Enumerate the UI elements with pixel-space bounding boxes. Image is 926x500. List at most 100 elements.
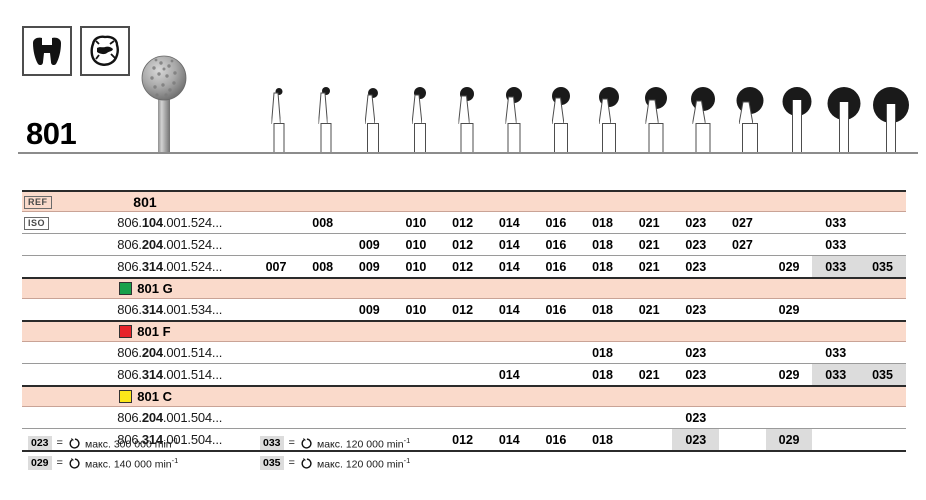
bur-illustration xyxy=(306,52,346,152)
bur-neck xyxy=(792,100,803,152)
size-cell xyxy=(532,363,580,387)
size-cell: 033 xyxy=(812,255,860,279)
reference-code: 806.104.001.524... xyxy=(117,211,253,234)
size-cell: 010 xyxy=(392,298,440,322)
size-cell xyxy=(812,298,860,322)
size-cell: 010 xyxy=(392,233,440,256)
bur-neck xyxy=(412,92,425,124)
size-cell: 033 xyxy=(812,211,860,234)
footnote-equals: = xyxy=(288,437,295,449)
size-cell: 012 xyxy=(439,298,486,322)
rotation-speed-icon xyxy=(300,457,313,470)
size-cell xyxy=(346,406,393,429)
bur-illustration xyxy=(353,52,393,152)
size-cell: 012 xyxy=(439,255,486,279)
group-badge-cell: REF xyxy=(22,190,118,212)
size-cell xyxy=(485,341,533,364)
bur-illustration xyxy=(636,52,676,152)
bur-illustration xyxy=(824,52,864,152)
size-cell xyxy=(392,341,440,364)
bur-illustration xyxy=(541,52,581,152)
size-cell xyxy=(625,341,673,364)
size-cell: 007 xyxy=(252,255,300,279)
size-cell xyxy=(859,428,906,452)
bur-neck xyxy=(739,99,757,124)
group-header-row: 801 G xyxy=(22,277,906,299)
size-cell xyxy=(532,406,580,429)
bur-shank xyxy=(648,123,664,152)
grit-color-swatch xyxy=(119,325,133,338)
size-cell xyxy=(252,211,300,234)
iso-badge: ISO xyxy=(24,217,50,230)
size-cell xyxy=(765,341,813,364)
size-cell xyxy=(579,406,626,429)
size-cell: 010 xyxy=(392,211,440,234)
size-cell: 018 xyxy=(579,363,626,387)
bur-shank xyxy=(320,123,332,152)
iso-badge-cell xyxy=(22,298,118,322)
size-cell: 016 xyxy=(532,211,580,234)
size-cell: 018 xyxy=(579,211,626,234)
size-cell xyxy=(765,211,813,234)
bur-shank xyxy=(414,123,426,152)
size-cell: 035 xyxy=(859,255,906,279)
size-cell xyxy=(625,428,673,452)
table-row: 806.204.001.514... 018 023 033 xyxy=(22,341,906,364)
size-cell: 012 xyxy=(439,428,486,452)
bur-illustration xyxy=(447,52,487,152)
size-cell xyxy=(439,406,486,429)
table-row: ISO 806.104.001.524... 008 010 012 014 016 018 0… xyxy=(22,211,906,234)
size-cell xyxy=(299,298,346,322)
footnote-item: 033 = макс. 120 000 min-1 xyxy=(260,434,410,452)
size-cell: 014 xyxy=(485,363,533,387)
size-cell: 014 xyxy=(485,211,533,234)
size-cell: 033 xyxy=(812,341,860,364)
size-cell xyxy=(765,406,813,429)
group-name-cell: 801 xyxy=(117,190,906,212)
size-cell xyxy=(299,341,346,364)
size-cell: 023 xyxy=(672,428,720,452)
size-cell xyxy=(719,298,766,322)
size-cell: 016 xyxy=(532,428,580,452)
iso-badge-cell xyxy=(22,406,118,429)
size-cell: 012 xyxy=(439,211,486,234)
grit-color-swatch xyxy=(119,390,133,403)
size-cell xyxy=(719,363,766,387)
group-header-row: REF 801 xyxy=(22,190,906,212)
footnote-text: макс. 300 000 min-1 xyxy=(84,435,179,451)
rotation-speed-icon xyxy=(68,437,81,450)
footnote-item: 023 = макс. 300 000 min-1 xyxy=(28,434,178,452)
size-cell xyxy=(625,406,673,429)
grit-color-swatch xyxy=(119,282,133,295)
size-cell xyxy=(719,255,766,279)
reference-code: 806.204.001.504... xyxy=(117,406,253,429)
size-cell xyxy=(812,406,860,429)
bur-size-illustrations xyxy=(255,52,915,152)
bur-head-icon xyxy=(367,88,378,98)
size-cell: 010 xyxy=(392,255,440,279)
bur-shank xyxy=(460,123,474,152)
footnote-size-code: 035 xyxy=(260,456,284,470)
size-cell xyxy=(439,363,486,387)
product-illustration-area: 801 xyxy=(0,0,926,170)
size-cell xyxy=(252,233,300,256)
group-badge-cell xyxy=(22,385,118,407)
iso-badge-cell xyxy=(22,363,118,387)
size-cell: 016 xyxy=(532,298,580,322)
footnote-equals: = xyxy=(56,437,63,449)
footnote-item: 029 = макс. 140 000 min-1 xyxy=(28,454,178,472)
size-cell: 029 xyxy=(765,363,813,387)
bur-shank xyxy=(273,123,285,152)
iso-badge-cell xyxy=(22,341,118,364)
size-cell: 018 xyxy=(579,233,626,256)
size-cell xyxy=(532,341,580,364)
bur-illustration xyxy=(730,52,770,152)
group-header-row: 801 C xyxy=(22,385,906,407)
bur-illustration xyxy=(871,52,911,152)
bur-illustration xyxy=(259,52,299,152)
size-cell xyxy=(859,341,906,364)
reference-code: 806.314.001.504... xyxy=(117,428,253,452)
size-cell xyxy=(765,233,813,256)
size-cell xyxy=(719,341,766,364)
size-cell: 018 xyxy=(579,298,626,322)
